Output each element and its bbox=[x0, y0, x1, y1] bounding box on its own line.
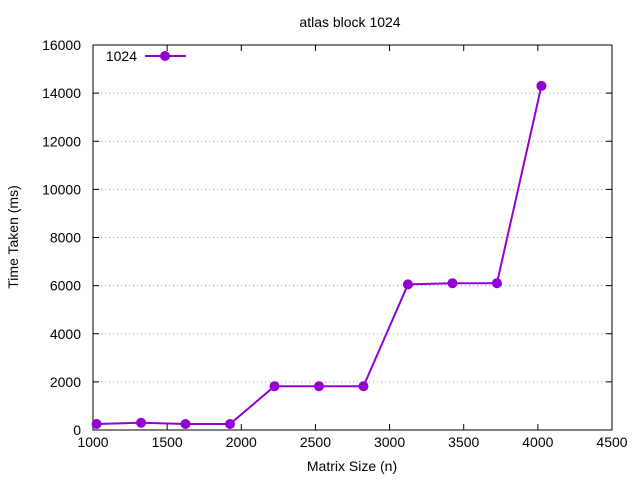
data-point bbox=[536, 80, 547, 91]
y-axis-label: Time Taken (ms) bbox=[5, 185, 21, 288]
data-point bbox=[491, 278, 502, 289]
x-tick-label: 3500 bbox=[448, 434, 479, 450]
chart-title: atlas block 1024 bbox=[299, 14, 400, 30]
data-point bbox=[91, 418, 102, 429]
series-line-1024 bbox=[96, 85, 543, 425]
data-point bbox=[225, 418, 236, 429]
x-axis-label: Matrix Size (n) bbox=[307, 458, 397, 474]
data-point bbox=[358, 381, 369, 392]
x-tick-label: 4500 bbox=[596, 434, 627, 450]
data-point bbox=[447, 278, 458, 289]
y-tick-label: 4000 bbox=[50, 326, 81, 342]
x-tick-label: 2000 bbox=[226, 434, 257, 450]
y-tick-label: 0 bbox=[73, 422, 81, 438]
x-tick-label: 3000 bbox=[374, 434, 405, 450]
legend: 1024 bbox=[106, 48, 186, 64]
plot-frame bbox=[92, 44, 613, 431]
grid-lines bbox=[93, 92, 612, 383]
data-point bbox=[313, 381, 324, 392]
y-tick-label: 8000 bbox=[50, 230, 81, 246]
data-point bbox=[402, 279, 413, 290]
axis-ticks bbox=[92, 44, 613, 431]
data-point bbox=[180, 418, 191, 429]
x-tick-label: 2500 bbox=[300, 434, 331, 450]
legend-marker bbox=[160, 51, 170, 61]
x-tick-label: 1500 bbox=[152, 434, 183, 450]
legend-label: 1024 bbox=[106, 48, 137, 64]
series-layer bbox=[91, 80, 547, 429]
y-tick-label: 6000 bbox=[50, 278, 81, 294]
x-tick-label: 1000 bbox=[77, 434, 108, 450]
y-tick-label: 16000 bbox=[42, 37, 81, 53]
x-tick-label: 4000 bbox=[522, 434, 553, 450]
y-tick-label: 14000 bbox=[42, 85, 81, 101]
y-tick-label: 2000 bbox=[50, 374, 81, 390]
y-tick-label: 12000 bbox=[42, 133, 81, 149]
data-point bbox=[269, 381, 280, 392]
y-tick-label: 10000 bbox=[42, 181, 81, 197]
tick-labels: 0 2000 4000 6000 8000 10000 12000 14000 16000 100… bbox=[42, 37, 628, 450]
data-point bbox=[136, 417, 147, 428]
